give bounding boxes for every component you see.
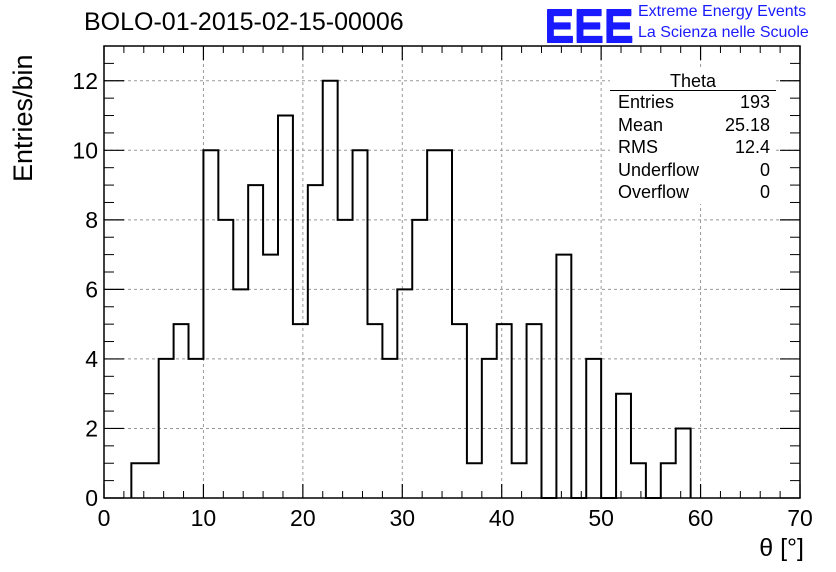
stats-title: Theta: [610, 68, 776, 91]
stats-value: 0: [759, 159, 770, 180]
eee-logo: EEE: [544, 0, 634, 51]
stats-label: Mean: [618, 114, 664, 135]
stats-row-overflow: Overflow 0: [610, 181, 776, 204]
x-tick-label: 30: [389, 505, 415, 531]
y-tick-label: 0: [85, 485, 98, 511]
x-tick-label: 20: [290, 505, 316, 531]
x-tick-label: 70: [787, 505, 813, 531]
stats-row-underflow: Underflow 0: [610, 159, 776, 182]
x-tick-label: 50: [588, 505, 614, 531]
stats-label: Underflow: [618, 159, 700, 180]
stats-row-rms: RMS 12.4: [610, 136, 776, 159]
x-tick-label: 60: [688, 505, 714, 531]
y-tick-label: 2: [85, 415, 98, 441]
y-axis-label: Entries/bin: [8, 54, 38, 182]
axis-ticks: [103, 45, 801, 499]
y-tick-label: 12: [72, 68, 98, 94]
x-tick-label: 40: [489, 505, 515, 531]
stats-label: Entries: [618, 92, 675, 112]
stats-value: 0: [759, 182, 770, 202]
histogram-step-line: [130, 79, 692, 499]
y-tick-label: 4: [85, 346, 98, 372]
stats-box: Theta Entries 193 Mean 25.18 RMS 12.4 Un…: [610, 68, 776, 204]
stats-value: 25.18: [724, 114, 770, 135]
stats-label: RMS: [618, 137, 658, 157]
logo-line-1: Extreme Energy Events: [638, 3, 807, 20]
y-tick-label: 8: [85, 207, 98, 233]
x-tick-label: 0: [98, 505, 111, 531]
y-tick-label: 6: [85, 276, 98, 302]
x-axis-label: θ [°]: [759, 534, 804, 562]
stats-value: 193: [739, 92, 770, 112]
x-tick-label: 10: [191, 505, 217, 531]
chart-title: BOLO-01-2015-02-15-00006: [84, 8, 404, 36]
y-tick-label: 10: [72, 137, 98, 163]
stats-value: 12.4: [734, 137, 770, 157]
stats-label: Overflow: [618, 182, 690, 202]
stats-row-entries: Entries 193: [610, 91, 776, 114]
stats-row-mean: Mean 25.18: [610, 114, 776, 137]
axis-tick-labels: 0 10 20 30 40 50 60 70 0 2 4 6 8 10 12: [72, 68, 812, 531]
logo-line-2: La Scienza nelle Scuole: [638, 24, 809, 41]
